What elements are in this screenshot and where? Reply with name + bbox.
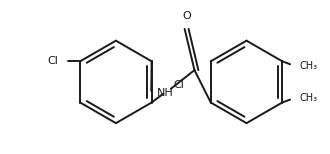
Text: NH: NH (157, 88, 174, 98)
Text: O: O (182, 11, 191, 21)
Text: Cl: Cl (48, 56, 59, 66)
Text: CH₃: CH₃ (300, 93, 318, 103)
Text: Cl: Cl (173, 80, 184, 90)
Text: CH₃: CH₃ (300, 61, 318, 71)
